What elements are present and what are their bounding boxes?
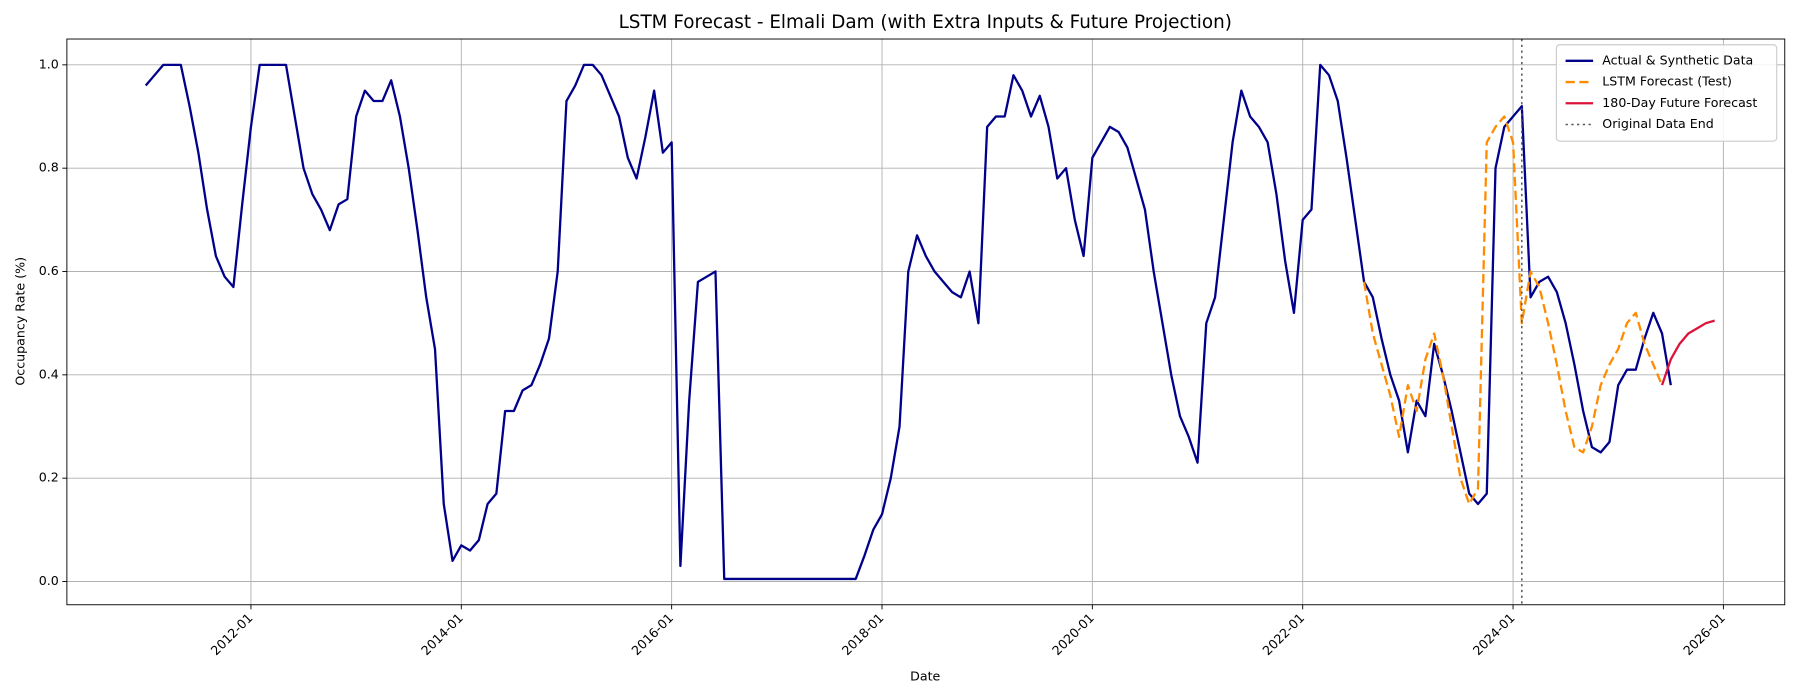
legend-label: LSTM Forecast (Test) — [1602, 74, 1732, 89]
y-tick-label: 0.2 — [39, 470, 59, 485]
legend: Actual & Synthetic Data LSTM Forecast (Te… — [1555, 44, 1778, 142]
y-tick-label: 1.0 — [39, 56, 59, 71]
y-axis-label: Occupancy Rate (%) — [12, 257, 27, 386]
y-tick-label: 0.4 — [39, 366, 59, 381]
series-line — [144, 63, 1672, 581]
chart-title: LSTM Forecast - Elmali Dam (with Extra I… — [619, 12, 1232, 33]
x-axis-label: Date — [910, 669, 940, 684]
legend-label: 180-Day Future Forecast — [1602, 95, 1757, 110]
y-tick-label: 0.8 — [39, 160, 59, 175]
y-tick-label: 0.6 — [39, 263, 59, 278]
y-tick-label: 0.0 — [39, 573, 59, 588]
series-line — [1362, 115, 1664, 506]
series-line — [1660, 319, 1715, 386]
plot-frame — [66, 38, 1786, 606]
legend-box — [1555, 44, 1778, 142]
legend-label: Original Data End — [1602, 116, 1713, 131]
legend-label: Actual & Synthetic Data — [1602, 52, 1753, 67]
